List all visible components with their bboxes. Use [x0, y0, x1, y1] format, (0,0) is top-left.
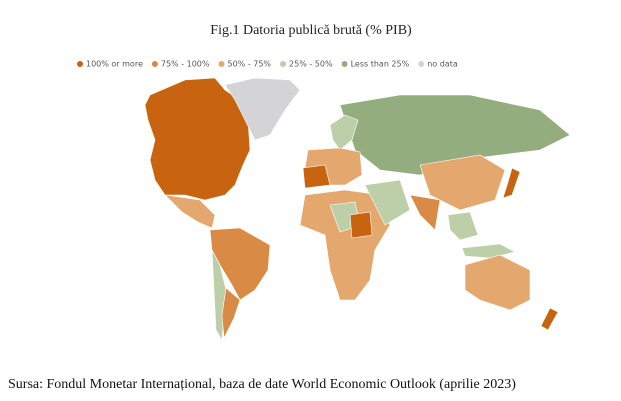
region: [502, 167, 521, 199]
region: [447, 211, 516, 259]
region: [464, 254, 531, 311]
legend-swatch: [218, 61, 225, 67]
legend-label: 75% - 100%: [161, 60, 210, 69]
legend-swatch: [418, 61, 425, 67]
region: [540, 307, 559, 331]
region: [329, 114, 359, 151]
world-map: [144, 77, 571, 341]
region: [339, 94, 571, 176]
legend-swatch: [151, 61, 158, 67]
legend-label: Less than 25%: [351, 60, 410, 69]
legend-swatch: [77, 61, 83, 67]
region: [419, 154, 506, 211]
source-note: Sursa: Fondul Monetar Internațional, baz…: [8, 377, 516, 392]
legend-label: 100% or more: [86, 60, 143, 69]
legend: 100% or more 75% - 100% 50% - 75% 25% - 50%…: [77, 60, 458, 69]
region: [302, 164, 331, 189]
region: [349, 211, 373, 239]
region: [224, 77, 301, 141]
legend-swatch: [280, 61, 287, 67]
region: [144, 77, 251, 201]
legend-swatch: [341, 61, 348, 67]
map-title: Fig.1 Datoria publică brută (% PIB): [210, 23, 412, 38]
region: [164, 194, 216, 229]
region: [364, 179, 411, 226]
region: [221, 287, 241, 340]
region: [409, 194, 441, 231]
legend-label: no data: [427, 60, 458, 69]
legend-label: 50% - 75%: [228, 60, 272, 69]
legend-label: 25% - 50%: [289, 60, 333, 69]
